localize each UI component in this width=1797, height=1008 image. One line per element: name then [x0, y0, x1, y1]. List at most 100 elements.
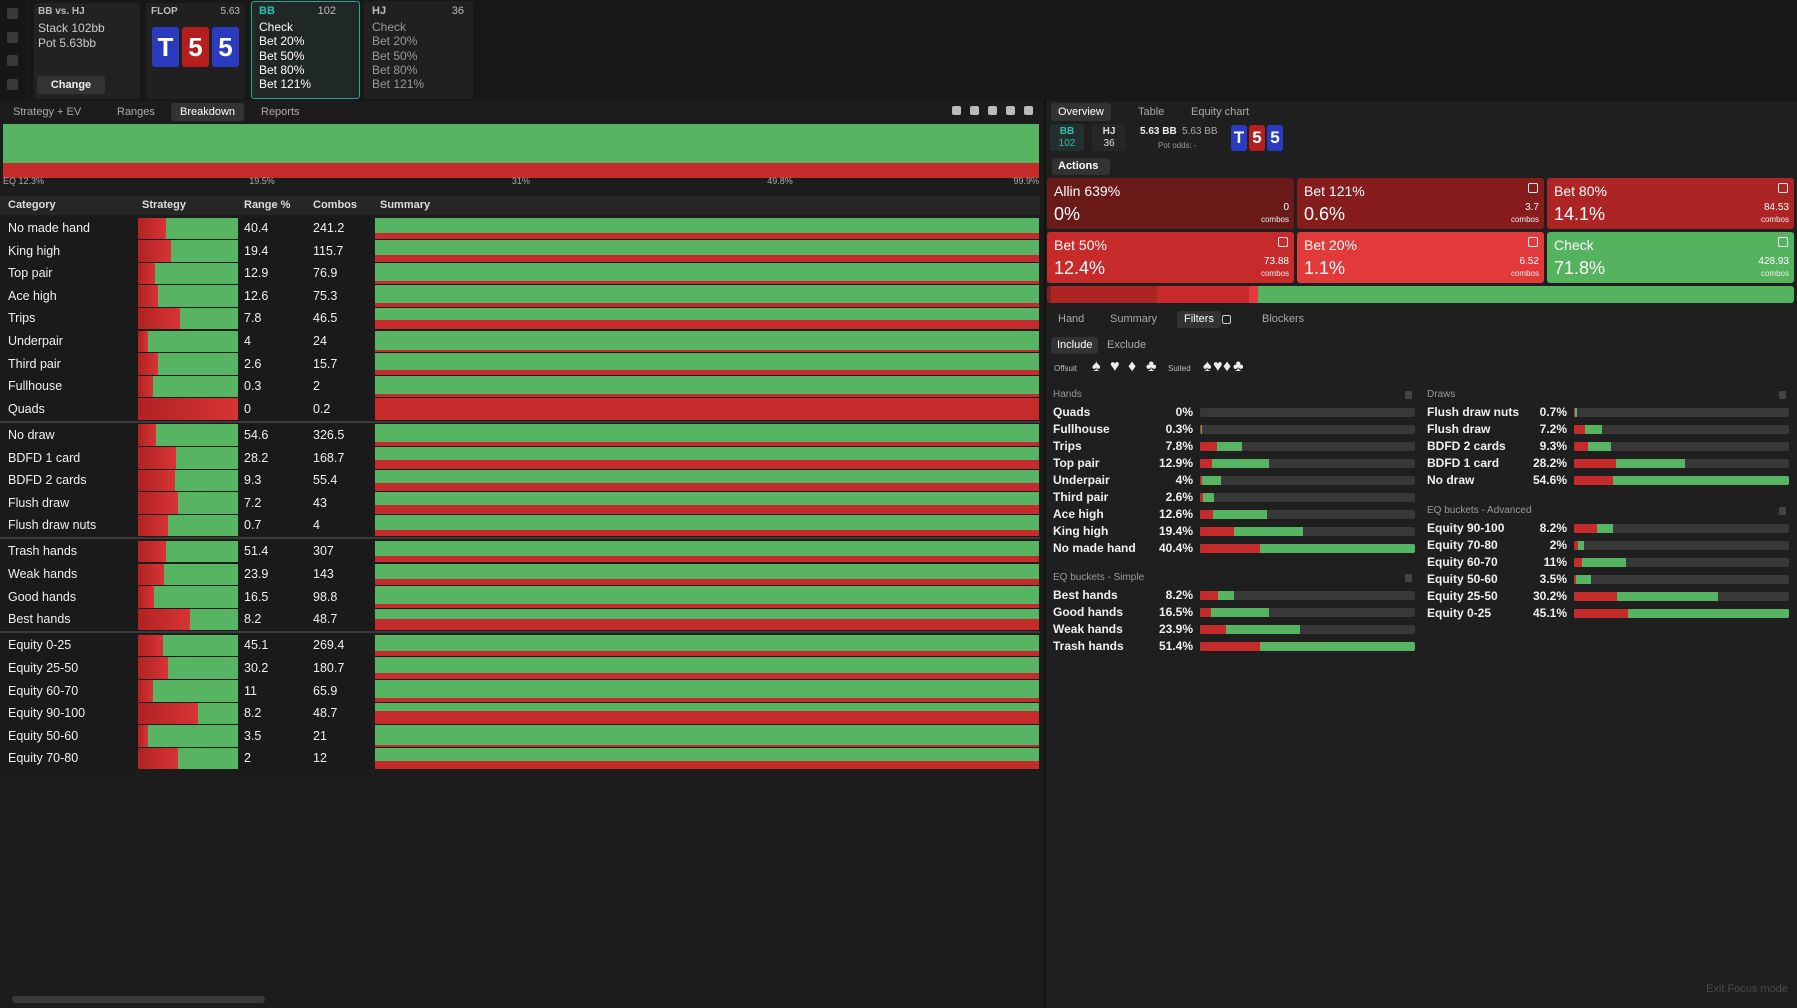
- filter-label[interactable]: Top pair: [1053, 456, 1100, 470]
- player-action[interactable]: Bet 121%: [259, 77, 312, 92]
- actions-button[interactable]: Actions: [1052, 158, 1110, 175]
- suit-icon[interactable]: ♠: [1092, 358, 1101, 375]
- filter-label[interactable]: Equity 60-70: [1427, 555, 1498, 569]
- filter-label[interactable]: Fullhouse: [1053, 422, 1110, 436]
- exit-focus[interactable]: Exit Focus mode: [1706, 983, 1788, 995]
- filter-label[interactable]: No draw: [1427, 473, 1475, 487]
- filter-mode[interactable]: Exclude: [1107, 339, 1147, 351]
- filter-label[interactable]: Equity 90-100: [1427, 521, 1505, 535]
- category[interactable]: Equity 0-25: [8, 638, 72, 653]
- suit-icon[interactable]: ♥: [1213, 358, 1223, 375]
- category[interactable]: Third pair: [8, 356, 61, 371]
- suit-icon[interactable]: ♥: [1110, 358, 1120, 375]
- category[interactable]: Equity 70-80: [8, 751, 79, 766]
- player-action[interactable]: Bet 50%: [259, 48, 305, 63]
- player-action[interactable]: Bet 121%: [372, 77, 425, 92]
- action-icon[interactable]: [1528, 237, 1538, 247]
- right-tab[interactable]: Table: [1138, 106, 1165, 118]
- category[interactable]: Top pair: [8, 266, 53, 281]
- filter-label[interactable]: Flush draw: [1427, 422, 1491, 436]
- category[interactable]: BDFD 2 cards: [8, 473, 87, 488]
- scrollbar[interactable]: [12, 996, 265, 1003]
- filters-icon[interactable]: [1222, 315, 1231, 324]
- filter-label[interactable]: King high: [1053, 524, 1109, 538]
- filter-label[interactable]: Equity 0-25: [1427, 606, 1492, 620]
- category[interactable]: Equity 60-70: [8, 683, 79, 698]
- action-card[interactable]: Bet 50% 12.4% 73.88 combos: [1047, 232, 1294, 283]
- column-header[interactable]: Summary: [380, 199, 431, 211]
- suit-icon[interactable]: ♣: [1233, 358, 1244, 375]
- action-card[interactable]: Allin 639% 0% 0 combos: [1047, 178, 1294, 229]
- category[interactable]: No made hand: [8, 221, 91, 235]
- category[interactable]: Equity 90-100: [8, 706, 86, 721]
- action-card[interactable]: Bet 80% 14.1% 84.53 combos: [1547, 178, 1794, 229]
- filter-label[interactable]: Flush draw nuts: [1427, 405, 1520, 419]
- sub-tab[interactable]: Blockers: [1262, 313, 1305, 325]
- category[interactable]: Good hands: [8, 589, 77, 604]
- category[interactable]: Best hands: [8, 612, 71, 627]
- category[interactable]: Ace high: [8, 288, 57, 303]
- filter-label[interactable]: Trips: [1053, 439, 1082, 453]
- view-icon[interactable]: [988, 106, 997, 115]
- player-action[interactable]: Bet 50%: [372, 48, 418, 63]
- section-icon[interactable]: [1405, 391, 1412, 399]
- sidebar-icon[interactable]: [7, 8, 18, 19]
- category[interactable]: BDFD 1 card: [8, 450, 81, 465]
- filter-label[interactable]: BDFD 1 card: [1427, 456, 1500, 470]
- action-card[interactable]: Check 71.8% 428.93 combos: [1547, 232, 1794, 283]
- filter-label[interactable]: Ace high: [1053, 507, 1104, 521]
- column-header[interactable]: Category: [8, 199, 56, 211]
- action-icon[interactable]: [1778, 237, 1788, 247]
- suit-icon[interactable]: ♦: [1128, 358, 1137, 375]
- section-icon[interactable]: [1779, 391, 1786, 399]
- right-tab[interactable]: Equity chart: [1191, 106, 1250, 118]
- filter-label[interactable]: Trash hands: [1053, 639, 1124, 653]
- category[interactable]: Fullhouse: [8, 379, 63, 394]
- filter-label[interactable]: Weak hands: [1053, 622, 1123, 636]
- filter-label[interactable]: Equity 70-80: [1427, 538, 1498, 552]
- sub-tab[interactable]: Filters: [1177, 311, 1221, 328]
- filter-label[interactable]: Best hands: [1053, 588, 1118, 602]
- player-action[interactable]: Bet 20%: [259, 34, 305, 49]
- filter-label[interactable]: Quads: [1053, 405, 1091, 419]
- player-action[interactable]: Bet 80%: [259, 62, 305, 77]
- filter-mode[interactable]: Include: [1051, 337, 1099, 354]
- player-action[interactable]: Check: [259, 20, 294, 34]
- column-header[interactable]: Strategy: [142, 199, 187, 211]
- section-icon[interactable]: [1779, 507, 1786, 515]
- category[interactable]: No draw: [8, 427, 55, 442]
- sidebar-icon[interactable]: [7, 55, 18, 66]
- player-action[interactable]: Check: [372, 20, 407, 34]
- action-icon[interactable]: [1528, 183, 1538, 193]
- category[interactable]: Equity 25-50: [8, 660, 79, 675]
- suit-icon[interactable]: ♣: [1146, 358, 1157, 375]
- sub-tab[interactable]: Summary: [1110, 313, 1158, 325]
- action-card[interactable]: Bet 121% 0.6% 3.7 combos: [1297, 178, 1544, 229]
- change-button[interactable]: Change: [37, 76, 105, 94]
- suit-icon[interactable]: ♦: [1223, 358, 1232, 375]
- category[interactable]: Equity 50-60: [8, 728, 79, 743]
- view-icon[interactable]: [1006, 106, 1015, 115]
- right-tab[interactable]: Overview: [1051, 103, 1111, 121]
- left-tab[interactable]: Breakdown: [171, 103, 245, 121]
- sidebar-icon[interactable]: [7, 32, 18, 43]
- action-icon[interactable]: [1278, 237, 1288, 247]
- sub-tab[interactable]: Hand: [1058, 313, 1085, 325]
- category[interactable]: King high: [8, 243, 61, 258]
- player-panel[interactable]: [364, 1, 473, 99]
- category[interactable]: Underpair: [8, 334, 63, 348]
- filter-label[interactable]: Underpair: [1053, 473, 1110, 487]
- player-action[interactable]: Bet 20%: [372, 34, 418, 49]
- filter-label[interactable]: No made hand: [1053, 541, 1136, 555]
- left-tab[interactable]: Ranges: [117, 106, 155, 118]
- category[interactable]: Flush draw nuts: [8, 518, 97, 533]
- suit-icon[interactable]: ♠: [1203, 358, 1212, 375]
- filter-label[interactable]: BDFD 2 cards: [1427, 439, 1506, 453]
- filter-label[interactable]: Equity 25-50: [1427, 589, 1498, 603]
- category[interactable]: Trips: [8, 311, 36, 326]
- view-icon[interactable]: [970, 106, 979, 115]
- player-action[interactable]: Bet 80%: [372, 62, 418, 77]
- category[interactable]: Trash hands: [8, 544, 78, 559]
- sidebar-icon[interactable]: [7, 79, 18, 90]
- action-card[interactable]: Bet 20% 1.1% 6.52 combos: [1297, 232, 1544, 283]
